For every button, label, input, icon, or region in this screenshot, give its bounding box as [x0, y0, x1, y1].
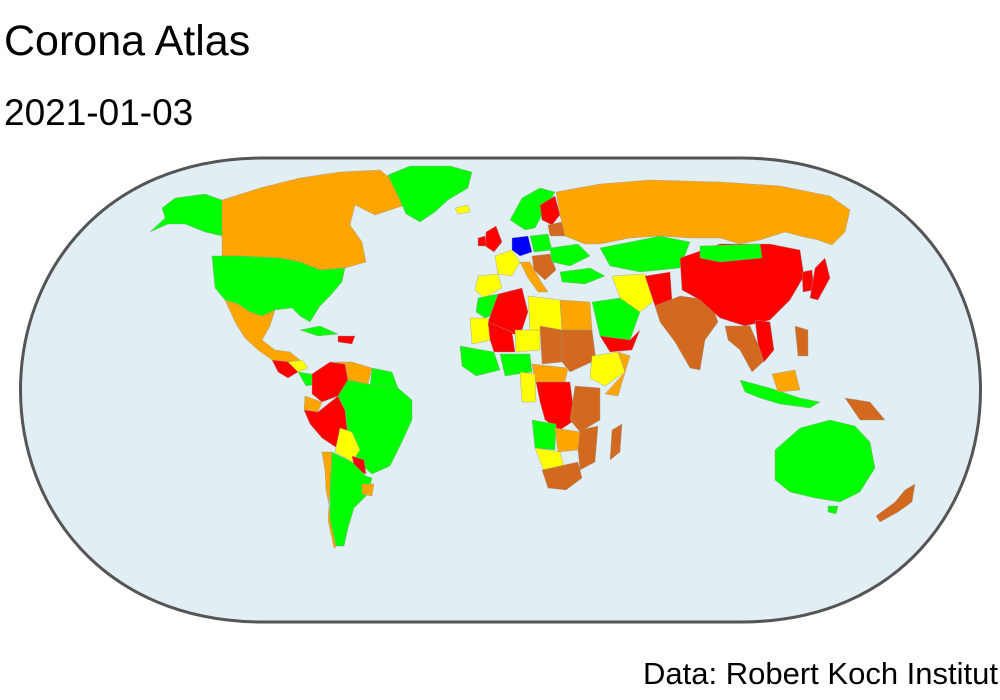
country-south-africa[interactable] — [541, 461, 583, 491]
country-west-africa-coast[interactable] — [459, 345, 501, 377]
country-iran[interactable] — [611, 273, 656, 313]
country-kenya-tanzania[interactable] — [569, 385, 601, 433]
country-kazakhstan[interactable] — [599, 235, 691, 273]
country-finland[interactable] — [539, 195, 561, 226]
country-australia[interactable] — [774, 419, 876, 503]
country-mauritania[interactable] — [469, 317, 493, 345]
country-egypt[interactable] — [559, 299, 593, 331]
country-southeast-asia[interactable] — [724, 325, 766, 373]
country-mongolia[interactable] — [699, 243, 763, 263]
country-balkans[interactable] — [531, 253, 557, 281]
country-yemen-oman[interactable] — [599, 329, 641, 353]
country-mali[interactable] — [487, 321, 516, 353]
country-honduras[interactable] — [287, 359, 309, 373]
country-new-zealand[interactable] — [875, 483, 916, 523]
country-chad[interactable] — [539, 325, 563, 365]
country-vietnam[interactable] — [754, 319, 775, 363]
country-france[interactable] — [494, 249, 521, 277]
country-argentina[interactable] — [329, 451, 373, 547]
countries — [149, 165, 916, 549]
country-sudan[interactable] — [561, 329, 597, 373]
country-china[interactable] — [679, 243, 805, 327]
country-philippines[interactable] — [794, 325, 809, 357]
country-angola[interactable] — [531, 419, 557, 451]
country-libya[interactable] — [527, 295, 563, 331]
country-ukraine[interactable] — [549, 243, 591, 267]
country-japan[interactable] — [809, 257, 831, 301]
map-frame — [19, 156, 982, 624]
country-iceland[interactable] — [454, 204, 471, 215]
country-mozambique[interactable] — [577, 425, 599, 471]
country-cuba[interactable] — [299, 325, 339, 337]
country-madagascar[interactable] — [609, 423, 623, 461]
country-turkey[interactable] — [559, 267, 606, 285]
country-nigeria[interactable] — [499, 353, 533, 377]
country-alaska[interactable] — [149, 193, 223, 237]
country-poland[interactable] — [529, 233, 553, 253]
country-tasmania[interactable] — [827, 505, 839, 515]
country-zambia[interactable] — [554, 427, 581, 453]
country-ethiopia[interactable] — [589, 351, 626, 387]
country-haiti-dr[interactable] — [337, 335, 356, 345]
country-cameroon-gabon[interactable] — [519, 371, 537, 403]
country-iberia[interactable] — [474, 273, 503, 299]
country-somalia[interactable] — [604, 351, 631, 397]
country-papua[interactable] — [844, 397, 886, 421]
map-title: Corona Atlas — [4, 17, 251, 65]
country-india[interactable] — [654, 295, 719, 371]
country-germany[interactable] — [511, 235, 533, 257]
country-niger[interactable] — [514, 329, 541, 353]
country-borneo[interactable] — [771, 369, 801, 393]
country-uruguay[interactable] — [361, 483, 375, 497]
country-mexico[interactable] — [224, 299, 301, 363]
country-ireland[interactable] — [477, 235, 487, 247]
country-bolivia[interactable] — [334, 427, 361, 463]
map-date-subtitle: 2021-01-03 — [4, 92, 194, 133]
country-italy[interactable] — [519, 261, 549, 293]
country-greenland[interactable] — [387, 165, 473, 223]
data-source-caption: Data: Robert Koch Institut — [643, 656, 998, 691]
country-russia[interactable] — [555, 179, 851, 246]
country-saudi-arabia[interactable] — [591, 297, 641, 341]
